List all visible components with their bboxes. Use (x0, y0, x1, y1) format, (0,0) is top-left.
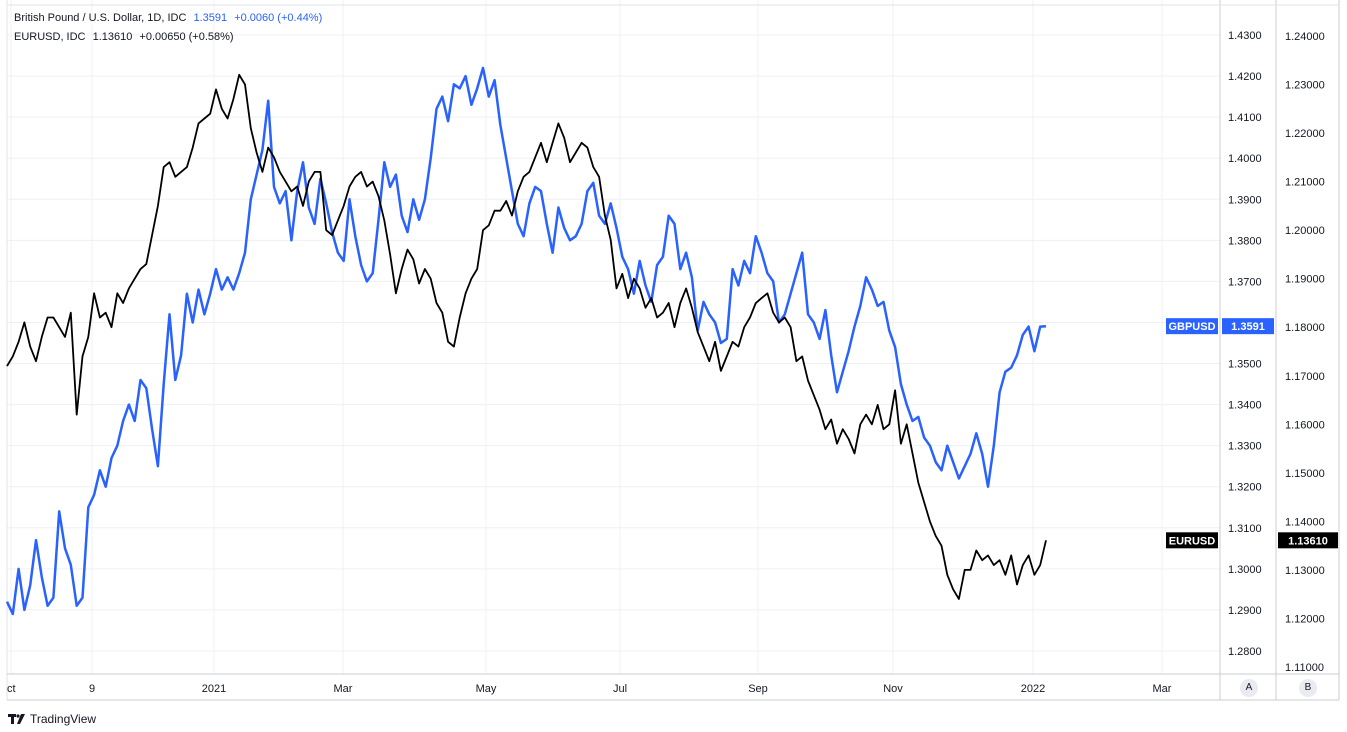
left-axis-tick-label: 1.4200 (1228, 71, 1262, 83)
log-scale-button[interactable]: B (1299, 679, 1317, 697)
chart-axes (6, 0, 1340, 701)
left-axis-tick-label: 1.3000 (1228, 564, 1262, 576)
price-tag-label: 1.3591 (1231, 321, 1265, 333)
right-axis-tick-label: 1.23000 (1285, 80, 1325, 92)
auto-scale-button[interactable]: A (1240, 679, 1258, 697)
legend-eurusd-value: 1.13610 (92, 31, 133, 43)
right-axis-tick-label: 1.14000 (1285, 516, 1325, 528)
x-axis-label: Sep (748, 683, 768, 695)
x-axis-label: Mar (334, 683, 353, 695)
series-name-tag-label: GBPUSD (1168, 321, 1215, 333)
x-axis-label: 2022 (1021, 683, 1045, 695)
chart-grid (7, 0, 1220, 674)
x-axis-label: 2021 (202, 683, 226, 695)
left-axis-tick-label: 1.3700 (1228, 276, 1262, 288)
right-axis-tick-label: 1.17000 (1285, 371, 1325, 383)
right-axis-tick-label: 1.13000 (1285, 565, 1325, 577)
left-axis-tick-label: 1.4300 (1228, 30, 1262, 42)
left-axis-tick-label: 1.3800 (1228, 235, 1262, 247)
legend-gbpusd-change: +0.0060 (+0.44%) (234, 12, 323, 24)
legend-eurusd-change: +0.00650 (+0.58%) (139, 31, 234, 43)
left-axis-tick-label: 1.3300 (1228, 441, 1262, 453)
series-name-tag (1166, 318, 1218, 335)
brand-text: TradingView (30, 712, 97, 726)
right-axis-tick-label: 1.16000 (1285, 419, 1325, 431)
series-name-tag (1166, 532, 1218, 549)
series-line-eurusd (6, 73, 1047, 600)
left-axis-tick-label: 1.3200 (1228, 482, 1262, 494)
axis-ticks: 1.2800 1.2900 1.3000 1.3100 1.3200 1.3300 1.34… (7, 30, 1325, 695)
price-tag (1222, 318, 1274, 335)
left-axis-tick-label: 1.2800 (1228, 646, 1262, 658)
last-price-badges: GBPUSD 1.3591 EURUSD 1.13610 (1166, 318, 1338, 549)
x-axis-label: ct (7, 683, 16, 695)
x-axis-label: May (476, 683, 497, 695)
x-axis-label: 9 (89, 683, 95, 695)
left-axis-tick-label: 1.3400 (1228, 400, 1262, 412)
series-name-tag-label: EURUSD (1169, 535, 1216, 547)
right-axis-tick-label: 1.11000 (1285, 662, 1324, 674)
right-axis-tick-label: 1.20000 (1285, 225, 1325, 237)
x-axis-label: Mar (1153, 683, 1172, 695)
tradingview-logo-icon (8, 713, 26, 725)
legend-eurusd-symbol: EURUSD, IDC (14, 31, 86, 43)
left-axis-tick-label: 1.4100 (1228, 112, 1262, 124)
legend-gbpusd-value: 1.3591 (193, 12, 228, 24)
price-tag (1278, 532, 1338, 549)
left-axis-tick-label: 1.3500 (1228, 359, 1262, 371)
left-axis-tick-label: 1.4000 (1228, 153, 1262, 165)
right-axis-tick-label: 1.22000 (1285, 128, 1325, 140)
right-axis-tick-label: 1.19000 (1285, 274, 1325, 286)
left-axis-tick-label: 1.3100 (1228, 523, 1262, 535)
legend-eurusd[interactable]: EURUSD, IDC 1.13610 +0.00650 (+0.58%) (14, 31, 238, 43)
right-axis-tick-label: 1.24000 (1285, 31, 1325, 43)
x-axis-label: Nov (883, 683, 903, 695)
right-axis-tick-label: 1.15000 (1285, 468, 1325, 480)
legend-gbpusd[interactable]: British Pound / U.S. Dollar, 1D, IDC 1.3… (14, 12, 326, 24)
x-axis-label: Jul (613, 683, 627, 695)
legend-gbpusd-symbol: British Pound / U.S. Dollar, 1D, IDC (14, 12, 187, 24)
tradingview-branding[interactable]: TradingView (8, 712, 96, 726)
right-axis-tick-label: 1.18000 (1285, 322, 1325, 334)
series-lines (5, 66, 1047, 616)
price-tag-label: 1.13610 (1288, 535, 1328, 547)
right-axis-tick-label: 1.12000 (1285, 613, 1325, 625)
right-axis-tick-label: 1.21000 (1285, 177, 1325, 189)
left-axis-tick-label: 1.2900 (1228, 605, 1262, 617)
series-line-gbpusd (5, 66, 1047, 616)
left-axis-tick-label: 1.3900 (1228, 194, 1262, 206)
